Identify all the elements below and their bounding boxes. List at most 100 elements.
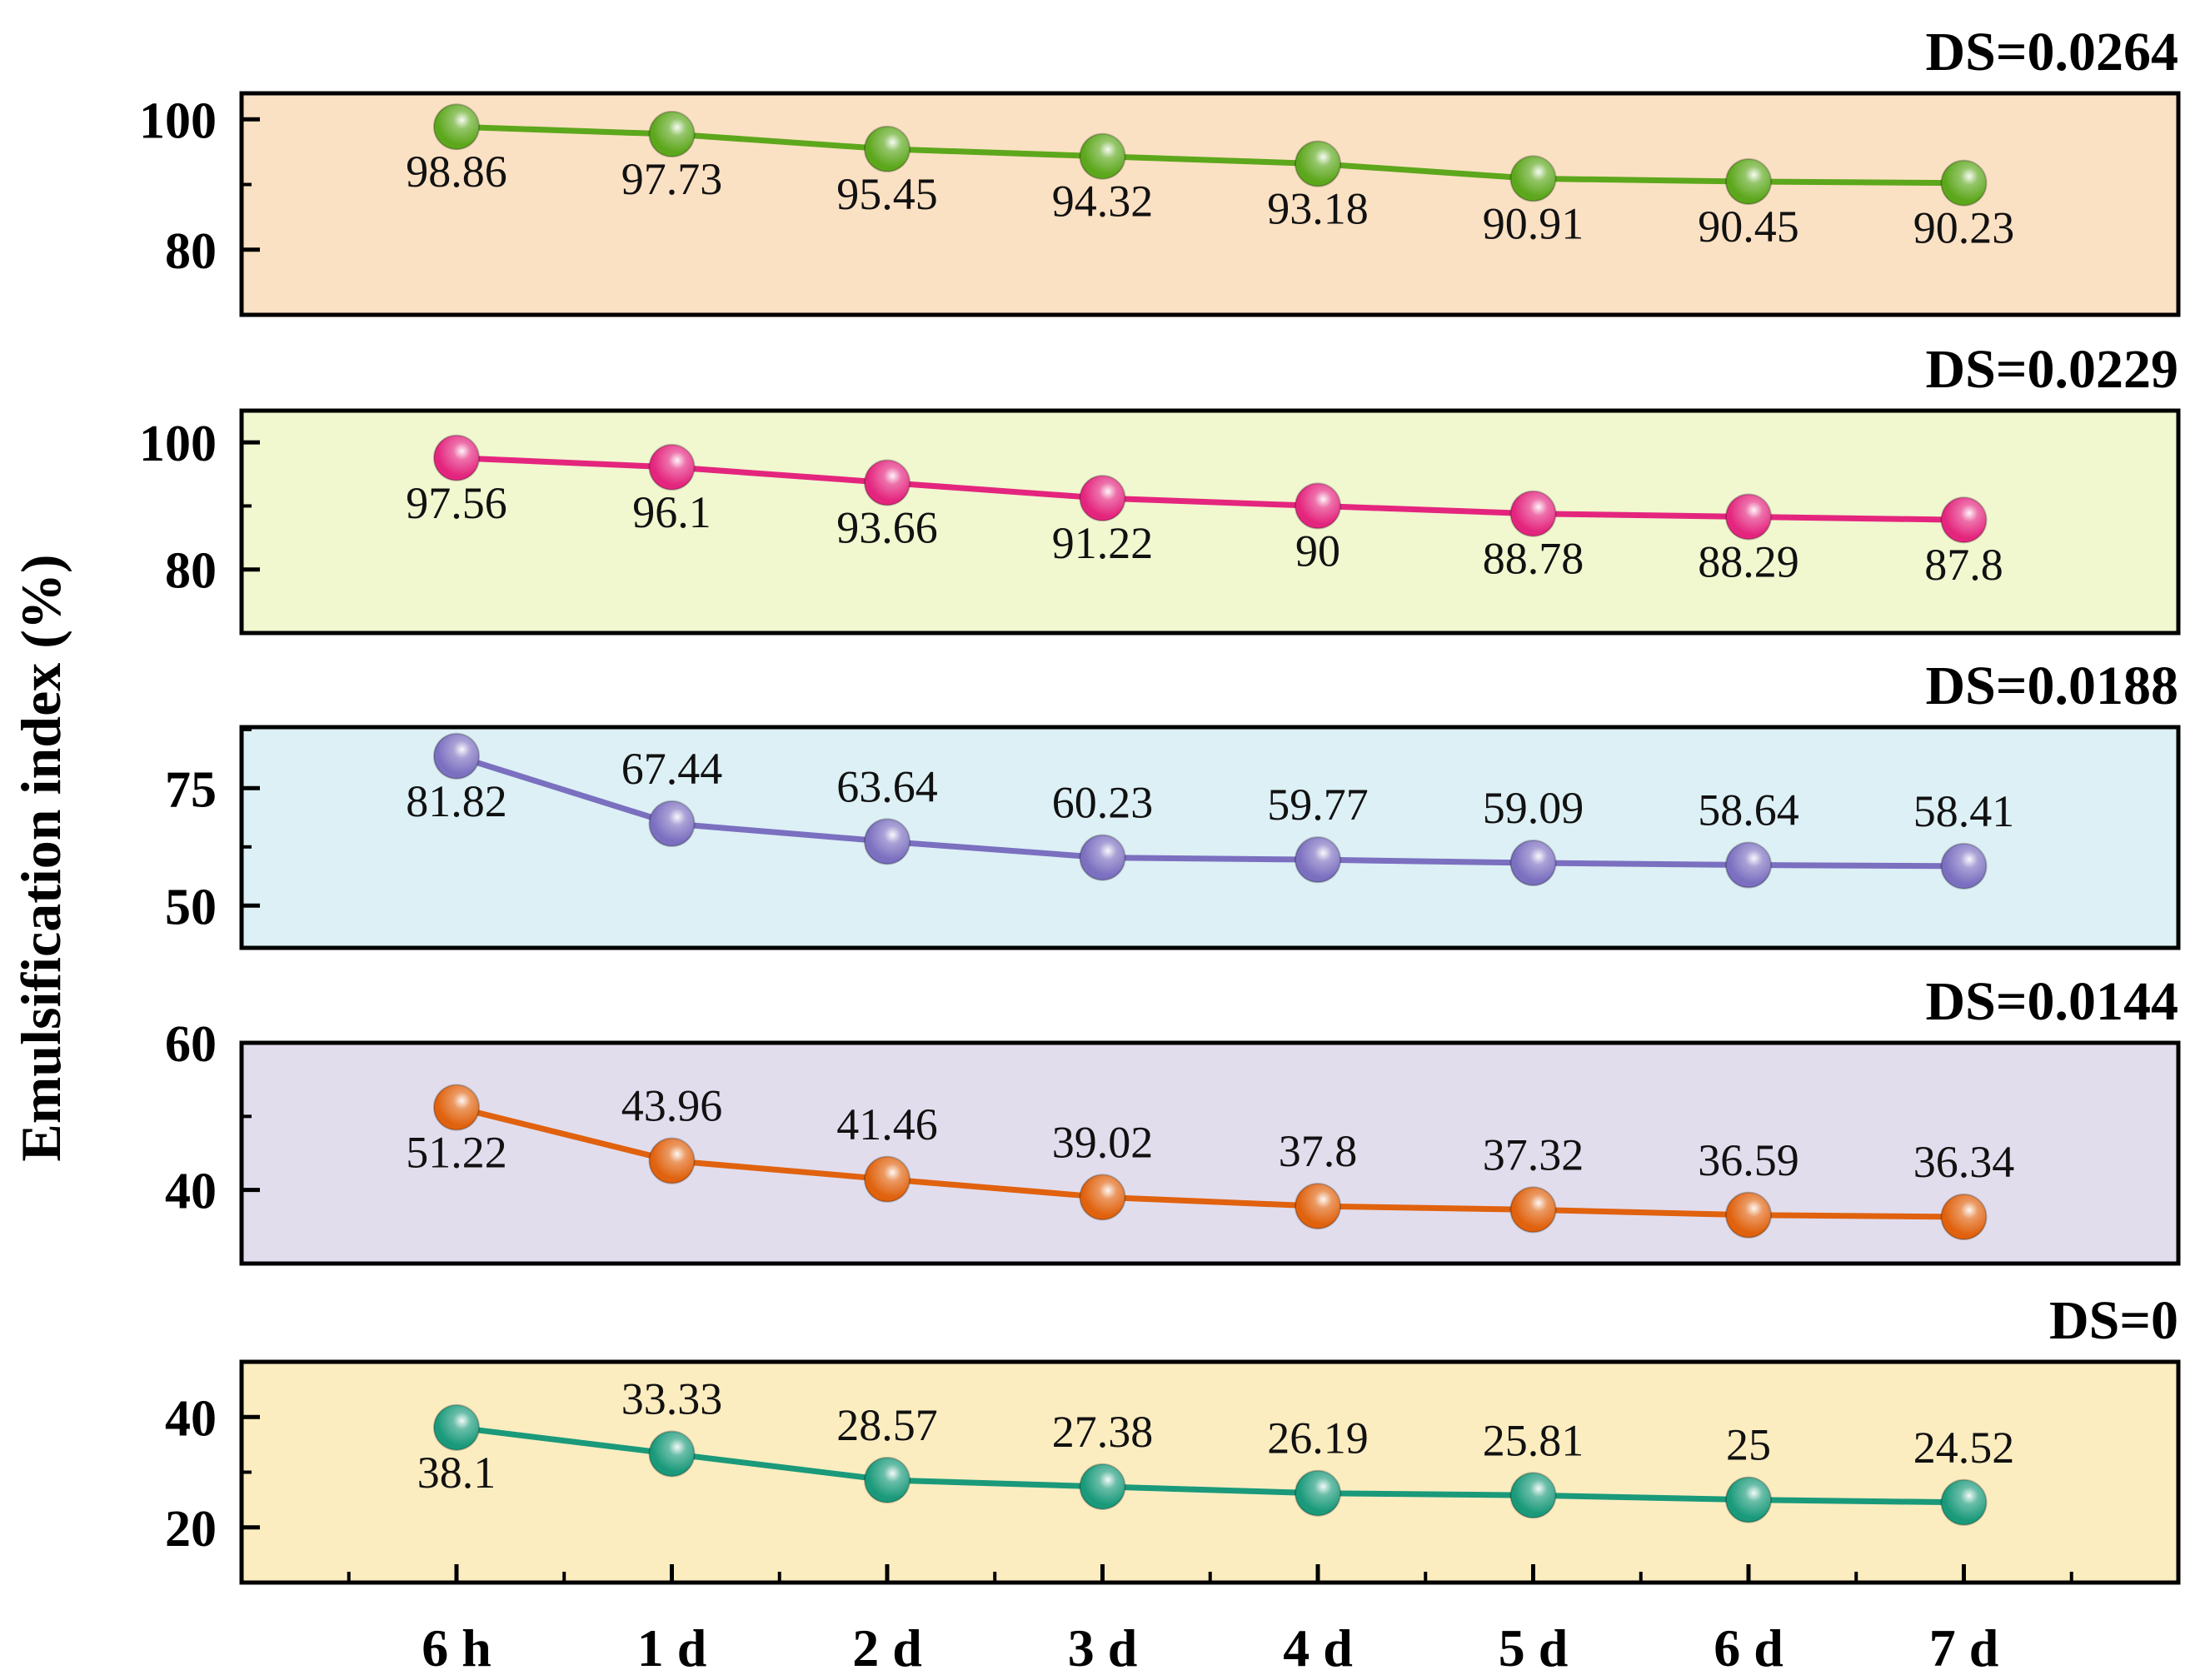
data-point-highlight xyxy=(1080,1463,1125,1509)
data-point-highlight xyxy=(434,435,479,481)
data-point xyxy=(433,1084,480,1131)
data-point xyxy=(864,1456,910,1503)
data-point-highlight xyxy=(1295,837,1340,883)
data-point-highlight xyxy=(1941,497,1987,543)
data-point xyxy=(1940,1478,1988,1526)
data-point xyxy=(1725,841,1772,889)
data-point xyxy=(1509,840,1557,887)
data-point xyxy=(1725,158,1772,206)
panel-background xyxy=(239,1040,2181,1266)
panel-background xyxy=(239,725,2181,950)
x-tick-label: 4 d xyxy=(1283,1618,1353,1676)
data-point xyxy=(864,818,910,865)
data-label: 90.23 xyxy=(1913,203,2015,253)
data-point-highlight xyxy=(1726,842,1771,888)
x-tick-label: 6 d xyxy=(1714,1618,1783,1676)
panel-title: DS=0 xyxy=(2049,1290,2178,1351)
panel-title: DS=0.0144 xyxy=(1926,971,2178,1032)
data-point xyxy=(1295,482,1341,530)
data-label: 88.29 xyxy=(1698,536,1799,586)
data-point-highlight xyxy=(1510,1187,1556,1233)
series-line xyxy=(456,455,1964,523)
x-tick-label: 1 d xyxy=(637,1618,707,1676)
data-label: 25.81 xyxy=(1483,1415,1584,1465)
data-point xyxy=(864,459,910,506)
data-label: 95.45 xyxy=(836,169,938,219)
data-point-highlight xyxy=(1080,133,1125,179)
data-label: 90.45 xyxy=(1698,202,1799,252)
panel-5: DS=0 20 40 38.1 33.33 28.57 27.38 26.19 25.81 25 2… xyxy=(165,1290,2181,1585)
data-point xyxy=(1079,1174,1126,1221)
data-label: 87.8 xyxy=(1924,540,2003,590)
data-label: 94.32 xyxy=(1052,177,1154,227)
data-point-highlight xyxy=(1726,494,1771,540)
data-point xyxy=(433,1403,480,1451)
data-label: 90 xyxy=(1295,526,1340,576)
data-label: 67.44 xyxy=(621,744,723,794)
data-label: 36.34 xyxy=(1913,1137,2015,1187)
data-point-highlight xyxy=(1941,1479,1987,1525)
data-point-highlight xyxy=(649,444,695,490)
panel-2: DS=0.0229 80 100 97.56 96.1 93.66 91.22 90 88.78… xyxy=(139,339,2181,636)
data-point-highlight xyxy=(1941,843,1987,889)
data-point-highlight xyxy=(1726,1477,1771,1523)
data-label: 93.18 xyxy=(1267,184,1369,234)
data-point-highlight xyxy=(865,1457,910,1503)
series-line xyxy=(455,753,1964,870)
data-point xyxy=(1509,1186,1557,1234)
data-point xyxy=(433,732,480,780)
y-tick-label: 40 xyxy=(165,1390,217,1447)
panel-3: DS=0.0188 50 75 81.82 67.44 63.64 60.23 59.77 59… xyxy=(165,656,2181,950)
data-label: 58.41 xyxy=(1913,786,2015,836)
data-point-highlight xyxy=(1080,835,1125,880)
y-tick-label: 100 xyxy=(139,92,217,149)
data-point xyxy=(648,1137,696,1184)
y-axis-label: Emulsification index (%) xyxy=(9,554,72,1161)
data-label: 24.52 xyxy=(1913,1423,2015,1473)
data-label: 37.32 xyxy=(1483,1129,1584,1179)
y-tick-label: 60 xyxy=(165,1016,217,1073)
data-label: 39.02 xyxy=(1052,1117,1154,1167)
data-point-highlight xyxy=(649,1431,695,1477)
data-point-highlight xyxy=(1080,476,1125,521)
data-label: 41.46 xyxy=(836,1099,938,1149)
data-point-highlight xyxy=(434,104,479,150)
data-point xyxy=(1295,1469,1341,1517)
data-label: 28.57 xyxy=(836,1400,938,1450)
data-point-highlight xyxy=(649,800,695,846)
data-label: 26.19 xyxy=(1267,1413,1369,1463)
data-label: 59.09 xyxy=(1483,783,1584,833)
data-point-highlight xyxy=(1295,483,1340,529)
data-point xyxy=(1079,834,1126,881)
data-label: 60.23 xyxy=(1052,778,1154,828)
data-point-highlight xyxy=(649,112,695,157)
data-point xyxy=(1509,155,1557,202)
data-point-highlight xyxy=(865,126,910,172)
data-point-highlight xyxy=(1510,156,1556,202)
x-tick-label: 2 d xyxy=(852,1618,922,1676)
data-point xyxy=(1725,1191,1772,1239)
y-tick-label: 50 xyxy=(165,879,217,935)
panel-background xyxy=(239,408,2181,636)
data-point xyxy=(864,1155,910,1203)
data-label: 88.78 xyxy=(1483,534,1584,584)
data-point xyxy=(1079,475,1126,522)
series-line xyxy=(456,1104,1964,1220)
panel-1: DS=0.0264 80 100 98.86 97.73 95.45 94.32 93.18 9… xyxy=(139,22,2181,317)
data-point-highlight xyxy=(865,460,910,506)
panel-title: DS=0.0229 xyxy=(1926,339,2178,400)
x-tick-label: 3 d xyxy=(1068,1618,1138,1676)
data-point xyxy=(1940,1193,1988,1240)
data-point xyxy=(1940,496,1988,544)
y-tick-label: 40 xyxy=(165,1164,217,1220)
data-point xyxy=(1295,836,1341,884)
data-point xyxy=(1725,1476,1772,1523)
data-label: 91.22 xyxy=(1052,518,1154,568)
data-label: 98.86 xyxy=(406,147,507,197)
data-label: 43.96 xyxy=(621,1081,723,1131)
data-point-highlight xyxy=(1295,141,1340,187)
data-point xyxy=(864,125,910,172)
data-label: 36.59 xyxy=(1698,1135,1799,1185)
